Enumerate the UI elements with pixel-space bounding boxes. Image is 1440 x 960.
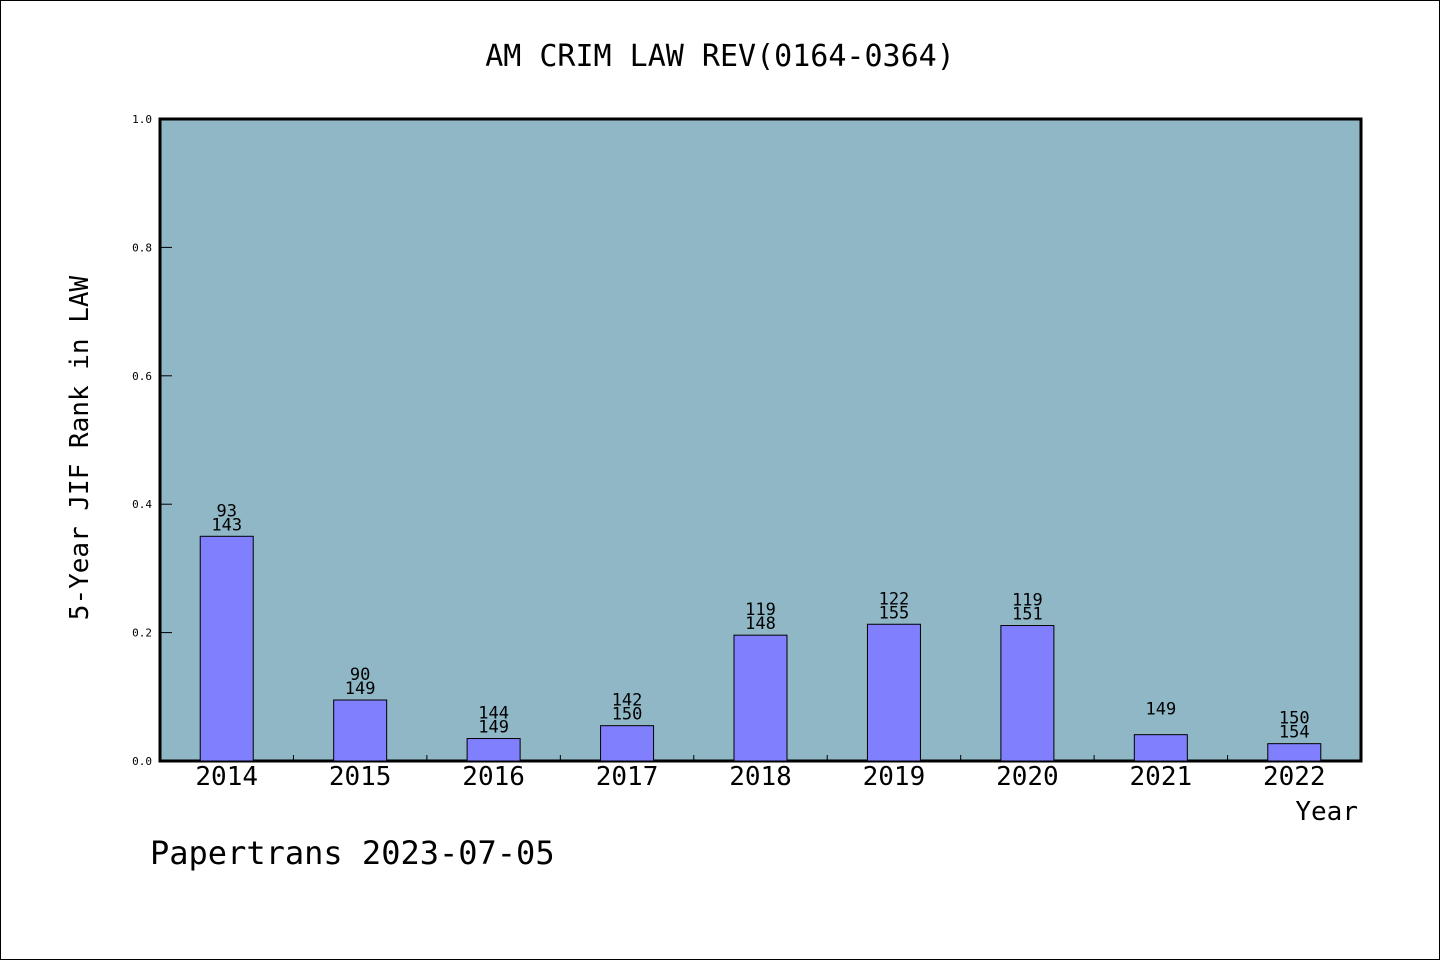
bar-rank-label: 93 [216, 501, 236, 521]
bar-total-label: 149 [345, 679, 376, 699]
bar-series: 9314390149144149142150119148122155119151… [199, 501, 1322, 762]
bar-total-label: 149 [1145, 700, 1176, 720]
y-tick-label: 1.0 [132, 113, 152, 126]
bar-total-label: 149 [478, 718, 509, 738]
footer-text: Papertrans 2023-07-05 [150, 834, 555, 872]
bar-rank-label: 119 [745, 600, 776, 620]
bar [1133, 734, 1188, 762]
y-tick-label: 0.0 [132, 755, 152, 768]
bar-rank-label: 150 [1279, 709, 1310, 729]
bar-total-label: 148 [745, 614, 776, 634]
bar [333, 699, 388, 762]
bar-rank-label: 122 [879, 589, 910, 609]
x-tick-label: 2016 [462, 762, 525, 792]
bar [466, 738, 521, 762]
bar-rank-label: 142 [612, 691, 643, 711]
x-tick-label: 2019 [863, 762, 926, 792]
x-axis-label: Year [1295, 797, 1358, 827]
bar-rank-label: 144 [478, 704, 509, 724]
bar-total-label: 150 [612, 705, 643, 725]
bar [866, 623, 921, 762]
y-axis: 0.0 0.2 0.4 0.6 0.8 1.0 [132, 113, 172, 768]
bar-rank-label: 90 [350, 665, 370, 685]
chart-title: AM CRIM LAW REV(0164-0364) [485, 39, 955, 74]
bar [733, 634, 788, 762]
y-tick-label: 0.4 [132, 498, 152, 511]
x-tick-label: 2021 [1130, 762, 1193, 792]
x-tick-label: 2020 [996, 762, 1059, 792]
y-axis-label: 5-Year JIF Rank in LAW [65, 275, 95, 620]
bar [600, 725, 655, 762]
bar-total-label: 155 [879, 603, 910, 623]
x-tick-label: 2017 [596, 762, 659, 792]
y-tick-label: 0.6 [132, 370, 152, 383]
x-axis: 2014 2015 2016 2017 2018 2019 2020 2021 2022 [195, 755, 1326, 792]
bar-total-label: 143 [211, 515, 242, 535]
bar [199, 535, 254, 762]
x-tick-label: 2015 [329, 762, 392, 792]
x-tick-label: 2022 [1263, 762, 1326, 792]
bar [1267, 743, 1322, 762]
y-tick-label: 0.8 [132, 241, 152, 254]
bar-total-label: 151 [1012, 605, 1043, 625]
bar-rank-label: 119 [1012, 591, 1043, 611]
x-tick-label: 2018 [729, 762, 792, 792]
y-tick-label: 0.2 [132, 627, 152, 640]
bar [1000, 625, 1055, 762]
bar-total-label: 154 [1279, 723, 1310, 743]
x-tick-label: 2014 [195, 762, 258, 792]
